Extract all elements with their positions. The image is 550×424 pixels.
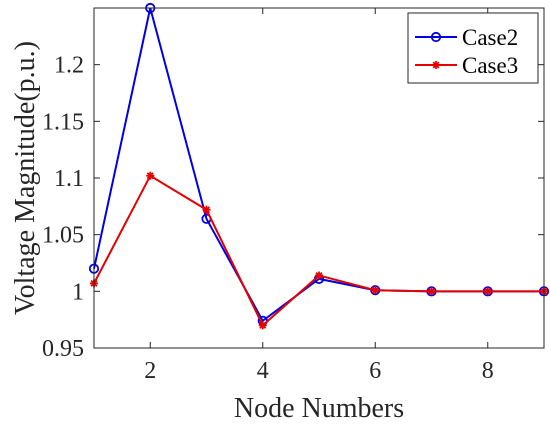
data-point <box>483 287 492 296</box>
marker-stroke <box>427 287 436 295</box>
legend-marker <box>430 31 442 43</box>
x-tick-label: 4 <box>257 358 269 384</box>
x-tick-labels: 2 4 6 8 <box>144 358 494 384</box>
legend-label: Case3 <box>462 53 518 78</box>
legend-item-case3: Case3 <box>415 53 518 78</box>
y-tick-label: 1.1 <box>54 166 84 192</box>
legend-items: Case2 Case3 <box>415 25 518 78</box>
data-point <box>202 205 211 214</box>
marker-stroke <box>202 206 211 214</box>
y-tick-labels: 0.95 1 1.05 1.1 1.15 1.2 <box>42 53 84 362</box>
y-axis-label: Voltage Magnitude(p.u.) <box>10 41 41 315</box>
legend-marker <box>432 61 440 69</box>
marker-stroke <box>432 61 440 69</box>
marker-stroke <box>146 172 154 180</box>
y-tick-label: 1 <box>72 279 84 305</box>
x-tick-label: 2 <box>144 358 156 384</box>
data-point <box>371 286 380 295</box>
marker-stroke <box>371 286 379 294</box>
x-tick-label: 8 <box>482 358 494 384</box>
data-point <box>258 321 267 330</box>
marker-stroke <box>315 271 323 279</box>
y-tick-label: 0.95 <box>42 336 84 362</box>
y-tick-label: 1.05 <box>42 223 84 249</box>
x-axis-label: Node Numbers <box>234 393 404 424</box>
data-point <box>315 271 323 280</box>
marker-stroke <box>259 321 267 329</box>
data-point <box>146 171 155 180</box>
marker-stroke <box>484 287 492 295</box>
legend-box <box>407 12 539 84</box>
legend-label: Case2 <box>462 25 518 50</box>
legend-item-case2: Case2 <box>415 25 518 50</box>
data-point <box>427 287 436 296</box>
y-tick-label: 1.15 <box>42 109 84 135</box>
plot-frame <box>93 7 545 349</box>
y-tick-label: 1.2 <box>54 53 84 79</box>
x-tick-label: 6 <box>369 358 381 384</box>
legend: Case2 Case3 <box>407 12 539 84</box>
